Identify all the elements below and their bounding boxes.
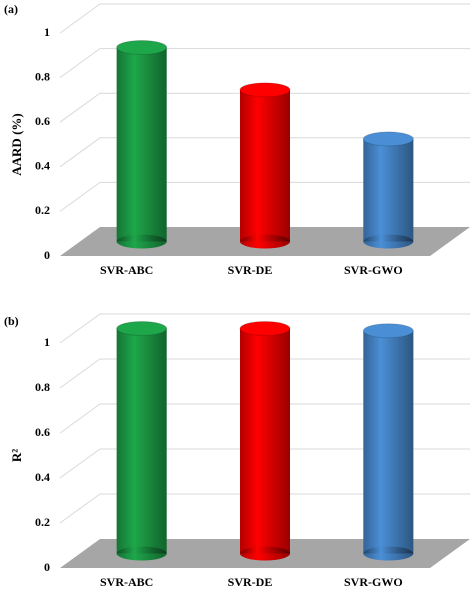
panel-label: (b) — [4, 314, 19, 328]
bar — [362, 131, 414, 249]
bar — [116, 39, 168, 249]
bar-body-shade — [116, 47, 167, 242]
x-tick-label: SVR-ABC — [100, 575, 153, 589]
x-tick-label: SVR-DE — [228, 263, 273, 277]
bar-top — [362, 131, 414, 147]
bar-body-shade — [363, 330, 414, 554]
y-tick-label: 0.4 — [35, 159, 50, 173]
x-tick-label: SVR-ABC — [100, 263, 153, 277]
panel-label: (a) — [4, 2, 18, 16]
bar-top — [116, 39, 168, 55]
grid-line — [59, 48, 470, 79]
y-tick-label: 0.2 — [35, 203, 50, 217]
y-tick-label: 1 — [44, 335, 50, 349]
grid-line — [59, 3, 470, 34]
y-tick-label: 0.6 — [35, 114, 50, 128]
y-tick-label: 0.8 — [35, 69, 50, 83]
bar-top — [362, 323, 414, 339]
y-axis-label: AARD (%) — [9, 113, 24, 175]
y-tick-label: 0.6 — [35, 425, 50, 439]
bar-body-shade — [363, 138, 414, 242]
x-tick-label: SVR-GWO — [344, 575, 403, 589]
y-tick-label: 0.8 — [35, 380, 50, 394]
bar-body-shade — [116, 328, 167, 554]
y-tick-label: 0.4 — [35, 470, 50, 484]
x-tick-label: SVR-DE — [228, 575, 273, 589]
bar-body-shade — [240, 89, 290, 242]
bar — [116, 321, 168, 561]
bar — [362, 323, 414, 561]
y-tick-label: 0.2 — [35, 515, 50, 529]
y-tick-label: 0 — [44, 248, 50, 262]
y-tick-label: 1 — [44, 25, 50, 39]
x-tick-label: SVR-GWO — [344, 263, 403, 277]
bar-top — [116, 321, 168, 336]
grid-line — [59, 448, 470, 479]
bar — [239, 321, 291, 561]
grid-line — [59, 92, 470, 123]
bar-body-shade — [240, 328, 290, 554]
bar-top — [239, 321, 291, 336]
grid-line — [59, 493, 470, 524]
grid-line — [59, 403, 470, 434]
grid-line — [59, 181, 470, 212]
y-tick-label: 0 — [44, 560, 50, 574]
grid-line — [59, 313, 470, 344]
y-axis-label: R² — [9, 449, 24, 462]
grid-line — [59, 137, 470, 168]
bar — [239, 82, 291, 249]
bar-top — [239, 82, 291, 98]
grid-line — [59, 358, 470, 389]
